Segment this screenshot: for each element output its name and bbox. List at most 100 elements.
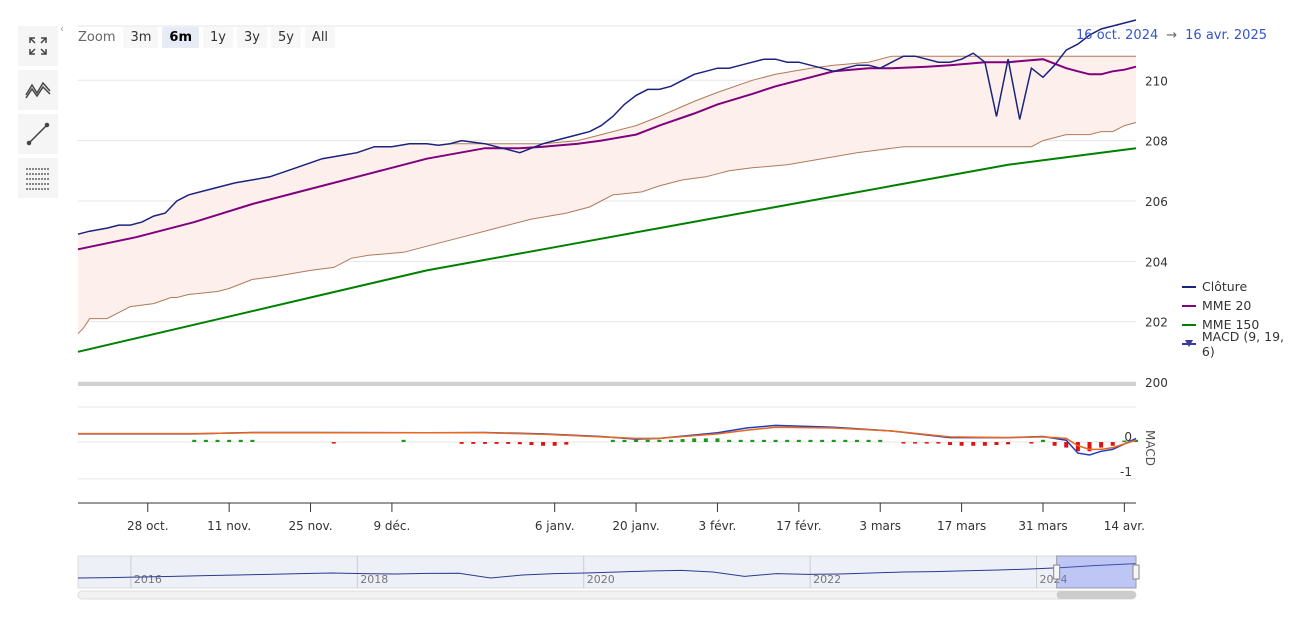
macd-histogram-bar [1087,442,1092,452]
macd-histogram-bar [971,442,976,446]
macd-histogram-bar [692,438,697,443]
band-lower-line [77,122,1137,335]
macd-histogram-bar [1064,442,1069,448]
macd-histogram-bar [773,439,778,443]
fullscreen-button[interactable] [18,26,58,66]
zoom-3m-button[interactable]: 3m [123,26,159,48]
navigator-handle [1053,564,1061,580]
macd-histogram-bar [622,439,627,443]
legend-label: Clôture [1202,279,1248,294]
macd-histogram-bar [1099,442,1104,448]
navigator[interactable]: 20162018202020222024 [77,555,1140,600]
x-tick-label: 28 oct. [127,519,169,533]
legend-swatch [1182,323,1196,326]
macd-histogram-bar [913,442,918,444]
x-tick-label: 3 févr. [699,519,737,533]
draw-line-button[interactable] [18,114,58,154]
band-fill [78,56,1136,334]
navigator-year-label: 2022 [813,573,841,586]
macd-histogram-bar [482,442,487,444]
legend-item-macd[interactable]: MACD (9, 19, 6) [1182,329,1300,359]
macd-histogram-bar [203,439,208,443]
macd-histogram-bar [250,439,255,443]
x-tick-label: 17 mars [937,519,986,533]
macd-histogram-bar [796,439,801,443]
macd-histogram-bar [1052,442,1057,446]
legend-item-mme20[interactable]: MME 20 [1182,296,1300,315]
x-tick-label: 3 mars [859,519,901,533]
navigator-year-label: 2020 [587,573,615,586]
macd-histogram-bar [634,439,639,443]
main-plot [77,19,1137,353]
y-tick-label: 204 [1145,255,1168,269]
macd-histogram-bar [541,442,546,446]
y-tick-label: 206 [1145,195,1168,209]
range-to-input[interactable]: 16 avr. 2025 [1185,28,1267,43]
zoom-5y-button[interactable]: 5y [270,26,301,48]
macd-histogram-bar [668,439,673,443]
macd-histogram-bar [331,442,336,444]
macd-histogram-bar [215,439,220,443]
range-arrow: → [1166,28,1178,43]
table-button[interactable] [18,158,58,198]
band-upper-line [450,55,1136,145]
panel-separator[interactable] [78,382,1136,386]
series-mme150-line [77,147,1137,353]
macd-histogram-bar [1075,442,1080,452]
fullscreen-icon [29,37,47,55]
macd-histogram-bar [529,442,534,445]
range-from-input[interactable]: 16 oct. 2024 [1076,28,1159,43]
macd-histogram-bar [808,439,813,443]
x-tick-label: 9 déc. [373,519,410,533]
y-axis-ticks: 200 202 204 206 208 210 [1145,74,1168,390]
x-tick-label: 14 avr. [1104,519,1145,533]
series-signal-line [78,426,1137,451]
navigator-year-label: 2018 [360,573,388,586]
legend-label: MME 20 [1202,298,1252,313]
macd-histogram-bar [878,439,883,443]
macd-histogram-bar [610,439,615,443]
macd-histogram-bar [854,439,859,443]
macd-histogram-bar [657,439,662,443]
macd-histogram-bar [494,442,499,444]
macd-panel: 0 -1 MACD [78,406,1157,480]
y-tick-label: 200 [1145,376,1168,390]
macd-histogram-bar [471,442,476,444]
macd-histogram-bar [1110,442,1115,446]
table-icon [26,168,50,190]
series-close-line [77,19,1137,235]
macd-histogram-bar [227,439,232,443]
macd-histogram-bar [506,442,511,444]
zoom-1y-button[interactable]: 1y [203,26,233,48]
macd-histogram-bar [1122,440,1127,443]
draw-line-icon [26,122,50,146]
macd-histogram-bar [866,439,871,443]
series-macd-line [78,424,1137,456]
zoom-3y-button[interactable]: 3y [236,26,267,48]
macd-histogram-bar [924,442,929,444]
x-tick-label: 20 janv. [612,519,659,533]
macd-histogram-bar [727,439,732,443]
macd-histogram-bar [831,439,836,443]
legend-label: MACD (9, 19, 6) [1201,328,1284,359]
indicators-button[interactable] [18,70,58,110]
macd-histogram-bar [947,442,952,445]
legend-label: MME 150 [1202,317,1260,332]
date-range: 16 oct. 2024 → 16 avr. 2025 [1076,28,1267,43]
collapse-toolbar-icon[interactable]: ‹ [60,24,64,35]
navigator-year-label: 2016 [134,573,162,586]
legend-item-mme150[interactable]: MME 150 [1182,315,1300,334]
navigator-scrollbar-thumb [1056,591,1136,599]
macd-histogram-bar [564,442,569,445]
macd-histogram-bar [238,439,243,443]
zoom-6m-button[interactable]: 6m [162,26,200,48]
legend-swatch [1182,339,1196,347]
legend-item-close[interactable]: Clôture [1182,277,1300,296]
macd-histogram-bar [738,439,743,443]
macd-histogram-bar [843,439,848,443]
zoom-all-button[interactable]: All [304,26,336,48]
macd-histogram-bar [715,438,720,443]
macd-histogram-bar [459,442,464,444]
macd-histogram-bar [552,442,557,446]
